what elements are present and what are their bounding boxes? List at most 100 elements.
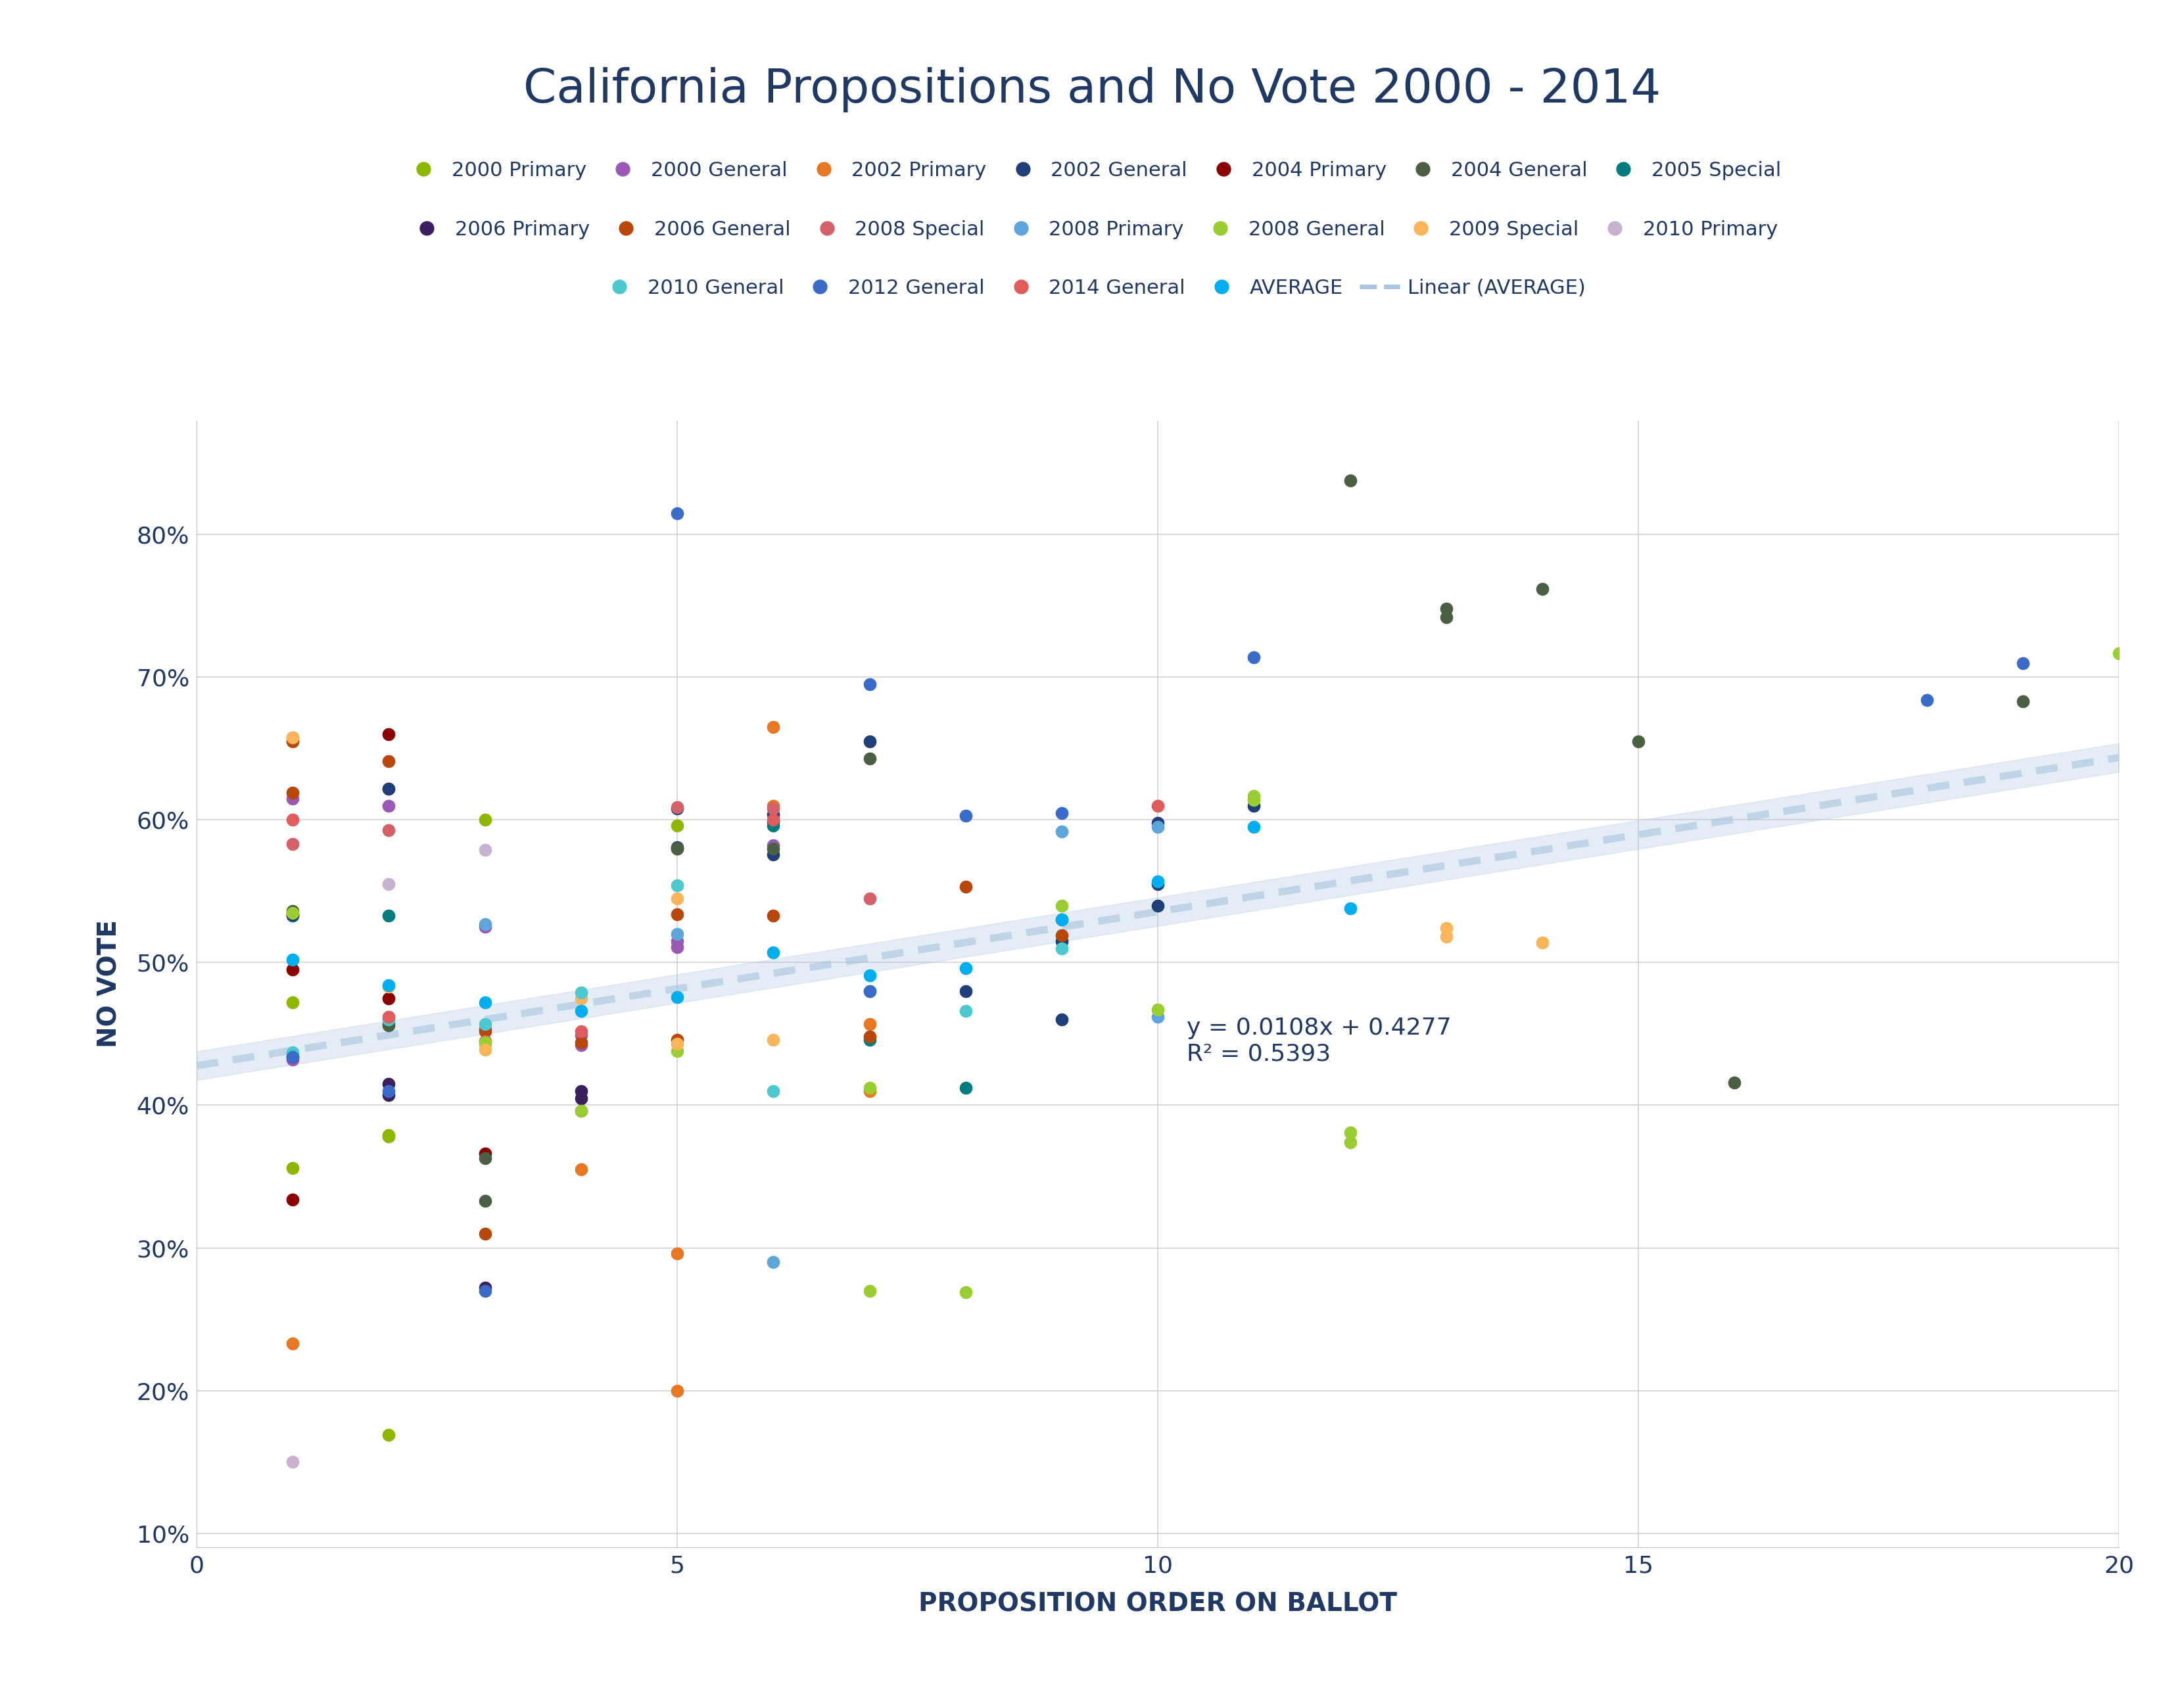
Point	[275, 947, 310, 974]
Point	[275, 900, 310, 927]
Point	[948, 955, 983, 982]
Point	[1140, 792, 1175, 819]
Point	[948, 802, 983, 829]
Point	[371, 972, 406, 999]
Point	[563, 979, 598, 1006]
Point	[852, 1277, 887, 1304]
Point	[1140, 871, 1175, 898]
Point	[371, 984, 406, 1011]
Point	[1524, 928, 1559, 955]
Point	[852, 1078, 887, 1105]
Point	[371, 1013, 406, 1039]
Point	[660, 1026, 695, 1053]
Point	[1044, 799, 1079, 826]
Point	[371, 722, 406, 748]
Point	[948, 997, 983, 1024]
Point	[1140, 1004, 1175, 1031]
Point	[852, 1026, 887, 1053]
Point	[275, 1043, 310, 1070]
Point	[1428, 915, 1463, 942]
Point	[1044, 817, 1079, 844]
Point	[852, 962, 887, 989]
Point	[1044, 907, 1079, 934]
Legend: 2010 General, 2012 General, 2014 General, AVERAGE, Linear (AVERAGE): 2010 General, 2012 General, 2014 General…	[592, 271, 1592, 306]
Point	[660, 834, 695, 861]
Point	[563, 1097, 598, 1124]
Point	[563, 1018, 598, 1045]
Point	[371, 792, 406, 819]
Point	[660, 794, 695, 821]
Point	[467, 806, 502, 833]
Point	[467, 989, 502, 1016]
Point	[563, 984, 598, 1011]
Point	[660, 920, 695, 947]
Point	[1140, 809, 1175, 836]
Point	[371, 1421, 406, 1448]
Point	[371, 775, 406, 802]
Point	[467, 1011, 502, 1038]
Point	[1044, 907, 1079, 934]
Point	[1044, 891, 1079, 918]
Point	[563, 1029, 598, 1056]
Point	[1044, 928, 1079, 955]
Point	[1044, 1006, 1079, 1033]
Point	[275, 900, 310, 927]
Point	[660, 934, 695, 960]
Point	[275, 779, 310, 806]
Point	[371, 1082, 406, 1108]
Point	[467, 836, 502, 863]
Point	[1236, 814, 1271, 841]
Point	[275, 1041, 310, 1068]
Point	[467, 1140, 502, 1167]
Point	[660, 900, 695, 927]
Point	[467, 1219, 502, 1246]
Point	[467, 1016, 502, 1043]
Point	[756, 833, 791, 860]
Point	[756, 1248, 791, 1275]
Text: California Propositions and No Vote 2000 - 2014: California Propositions and No Vote 2000…	[524, 67, 1660, 113]
Point	[1524, 575, 1559, 602]
Point	[467, 1275, 502, 1302]
Point	[1332, 1119, 1367, 1145]
Point	[756, 806, 791, 833]
Point	[852, 977, 887, 1004]
Point	[275, 957, 310, 984]
Point	[371, 974, 406, 1001]
Point	[1428, 595, 1463, 622]
Point	[852, 1011, 887, 1038]
Point	[852, 745, 887, 772]
Point	[275, 728, 310, 755]
Point	[563, 1097, 598, 1124]
Point	[275, 1046, 310, 1073]
Point	[660, 500, 695, 526]
Point	[467, 1187, 502, 1214]
Point	[275, 831, 310, 858]
Y-axis label: NO VOTE: NO VOTE	[96, 920, 122, 1048]
Point	[756, 841, 791, 868]
Point	[2005, 688, 2040, 715]
Point	[756, 807, 791, 834]
Point	[371, 816, 406, 843]
Point	[660, 834, 695, 861]
Point	[371, 1122, 406, 1149]
Point	[756, 713, 791, 740]
Point	[660, 871, 695, 898]
Point	[1140, 891, 1175, 918]
Point	[1140, 996, 1175, 1023]
Point	[660, 812, 695, 839]
Point	[852, 977, 887, 1004]
Point	[1236, 787, 1271, 814]
Legend: 2000 Primary, 2000 General, 2002 Primary, 2002 General, 2004 Primary, 2004 Gener: 2000 Primary, 2000 General, 2002 Primary…	[395, 153, 1789, 188]
Point	[756, 792, 791, 819]
Point	[467, 1018, 502, 1045]
Point	[275, 723, 310, 750]
Point	[1428, 604, 1463, 631]
Point	[467, 1036, 502, 1063]
Text: y = 0.0108x + 0.4277
R² = 0.5393: y = 0.0108x + 0.4277 R² = 0.5393	[1186, 1018, 1450, 1065]
Point	[1909, 686, 1944, 713]
Point	[275, 1154, 310, 1181]
Point	[1236, 782, 1271, 809]
Point	[275, 1330, 310, 1357]
Point	[2005, 649, 2040, 676]
Point	[852, 728, 887, 755]
